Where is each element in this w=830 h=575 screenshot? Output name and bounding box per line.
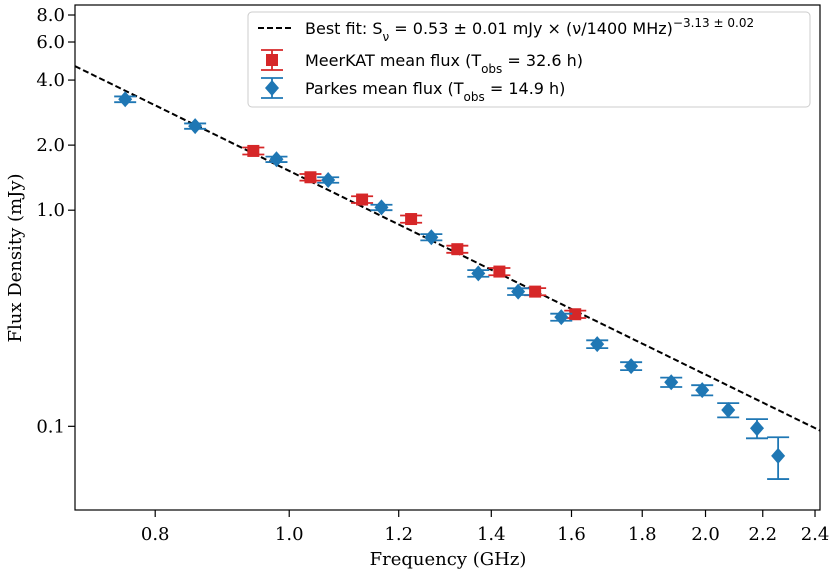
legend-text: ν <box>383 30 390 44</box>
marker <box>374 199 389 216</box>
x-tick-label: 1.8 <box>628 524 657 545</box>
y-tick-label: 4.0 <box>36 70 65 91</box>
legend-label: Best fit: Sν = 0.53 ± 0.01 mJy × (ν/1400… <box>305 16 754 44</box>
legend-text: = 14.9 h) <box>485 79 566 98</box>
marker <box>554 309 569 326</box>
legend-text: MeerKAT mean flux (T <box>305 51 481 70</box>
marker <box>493 265 506 278</box>
marker <box>188 118 203 135</box>
marker <box>771 447 786 464</box>
y-tick-label: 0.1 <box>36 416 65 437</box>
legend-label: Parkes mean flux (Tobs = 14.9 h) <box>305 79 565 104</box>
marker <box>695 382 710 399</box>
marker <box>529 285 542 298</box>
marker <box>321 171 336 188</box>
marker <box>266 54 278 66</box>
legend-text: −3.13 ± 0.02 <box>673 16 754 30</box>
y-tick-label: 8.0 <box>36 5 65 26</box>
legend-box <box>247 11 811 108</box>
y-tick-label: 1.0 <box>36 200 65 221</box>
marker <box>471 265 486 282</box>
marker <box>424 229 439 246</box>
marker <box>356 193 369 206</box>
y-tick-label: 6.0 <box>36 32 65 53</box>
x-tick-label: 1.2 <box>384 524 413 545</box>
legend-text: obs <box>481 62 502 76</box>
x-tick-label: 2.4 <box>801 524 830 545</box>
marker <box>511 283 526 300</box>
x-tick-label: 2.0 <box>691 524 720 545</box>
x-tick-label: 2.2 <box>748 524 777 545</box>
marker <box>569 308 582 321</box>
x-tick-label: 0.8 <box>141 524 170 545</box>
marker <box>247 144 260 157</box>
legend-label: MeerKAT mean flux (Tobs = 32.6 h) <box>305 51 583 76</box>
marker <box>624 358 639 375</box>
legend-text: Parkes mean flux (T <box>305 79 464 98</box>
marker <box>451 243 464 256</box>
x-tick-label: 1.6 <box>557 524 586 545</box>
marker <box>405 213 418 226</box>
marker <box>269 151 284 168</box>
plot-frame <box>74 4 821 511</box>
marker <box>749 420 764 437</box>
fit-line <box>75 65 820 432</box>
y-axis-label: Flux Density (mJy) <box>5 173 26 342</box>
marker <box>304 171 317 184</box>
legend-text: Best fit: S <box>305 19 383 38</box>
marker <box>664 374 679 391</box>
marker <box>721 401 736 418</box>
legend-text: = 0.53 ± 0.01 mJy × (ν/1400 MHz) <box>389 19 673 38</box>
y-tick-label: 2.0 <box>36 135 65 156</box>
legend-text: = 32.6 h) <box>502 51 583 70</box>
x-axis-label: Frequency (GHz) <box>370 549 527 570</box>
legend: Best fit: Sν = 0.53 ± 0.01 mJy × (ν/1400… <box>247 11 811 108</box>
marker <box>590 336 605 353</box>
x-tick-label: 1.4 <box>477 524 506 545</box>
marker <box>265 80 279 96</box>
x-tick-label: 1.0 <box>275 524 304 545</box>
marker <box>118 91 133 108</box>
legend-text: obs <box>464 90 485 104</box>
